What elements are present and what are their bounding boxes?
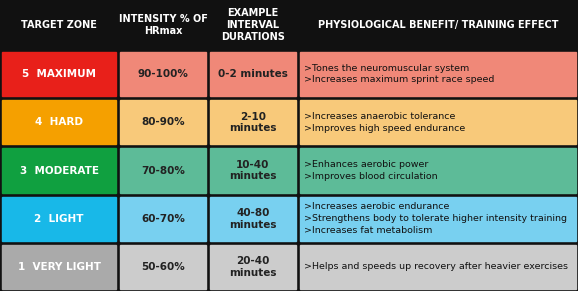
Text: 50-60%: 50-60%: [142, 262, 185, 272]
Bar: [120, 245, 206, 289]
Text: TARGET ZONE: TARGET ZONE: [21, 20, 97, 30]
Bar: [2, 100, 117, 144]
Bar: [299, 245, 576, 289]
Text: 70-80%: 70-80%: [142, 166, 185, 175]
Text: >Tones the neuromuscular system
>Increases maximum sprint race speed: >Tones the neuromuscular system >Increas…: [303, 64, 494, 84]
Bar: [299, 148, 576, 193]
Text: >Increases aerobic endurance
>Strengthens body to tolerate higher intensity trai: >Increases aerobic endurance >Strengthen…: [303, 203, 566, 235]
Bar: [120, 52, 206, 96]
Text: >Enhances aerobic power
>Improves blood circulation: >Enhances aerobic power >Improves blood …: [303, 160, 438, 181]
Bar: [2, 148, 117, 193]
Bar: [210, 148, 296, 193]
Bar: [299, 52, 576, 96]
Text: 80-90%: 80-90%: [142, 117, 185, 127]
Text: INTENSITY % OF
HRmax: INTENSITY % OF HRmax: [119, 14, 208, 36]
Bar: [120, 148, 206, 193]
Text: PHYSIOLOGICAL BENEFIT/ TRAINING EFFECT: PHYSIOLOGICAL BENEFIT/ TRAINING EFFECT: [317, 20, 558, 30]
Text: 60-70%: 60-70%: [142, 214, 185, 224]
Bar: [299, 197, 576, 241]
Text: 4  HARD: 4 HARD: [35, 117, 83, 127]
Bar: [2, 197, 117, 241]
Text: >Increases anaerobic tolerance
>Improves high speed endurance: >Increases anaerobic tolerance >Improves…: [303, 112, 465, 133]
Text: 3  MODERATE: 3 MODERATE: [20, 166, 99, 175]
Text: 5  MAXIMUM: 5 MAXIMUM: [22, 69, 97, 79]
Text: 40-80
minutes: 40-80 minutes: [229, 208, 277, 230]
Text: EXAMPLE
INTERVAL
DURATIONS: EXAMPLE INTERVAL DURATIONS: [221, 8, 285, 42]
Text: >Helps and speeds up recovery after heavier exercises: >Helps and speeds up recovery after heav…: [303, 262, 568, 272]
Text: 2-10
minutes: 2-10 minutes: [229, 111, 277, 133]
Bar: [120, 100, 206, 144]
Text: 2  LIGHT: 2 LIGHT: [35, 214, 84, 224]
Bar: [2, 245, 117, 289]
Bar: [210, 52, 296, 96]
Bar: [210, 197, 296, 241]
Text: 0-2 minutes: 0-2 minutes: [218, 69, 288, 79]
Bar: [120, 197, 206, 241]
Bar: [210, 100, 296, 144]
Text: 10-40
minutes: 10-40 minutes: [229, 160, 277, 181]
Text: 20-40
minutes: 20-40 minutes: [229, 256, 277, 278]
Bar: [210, 245, 296, 289]
Text: 90-100%: 90-100%: [138, 69, 189, 79]
Text: 1  VERY LIGHT: 1 VERY LIGHT: [18, 262, 101, 272]
Bar: [299, 100, 576, 144]
Bar: [2, 52, 117, 96]
